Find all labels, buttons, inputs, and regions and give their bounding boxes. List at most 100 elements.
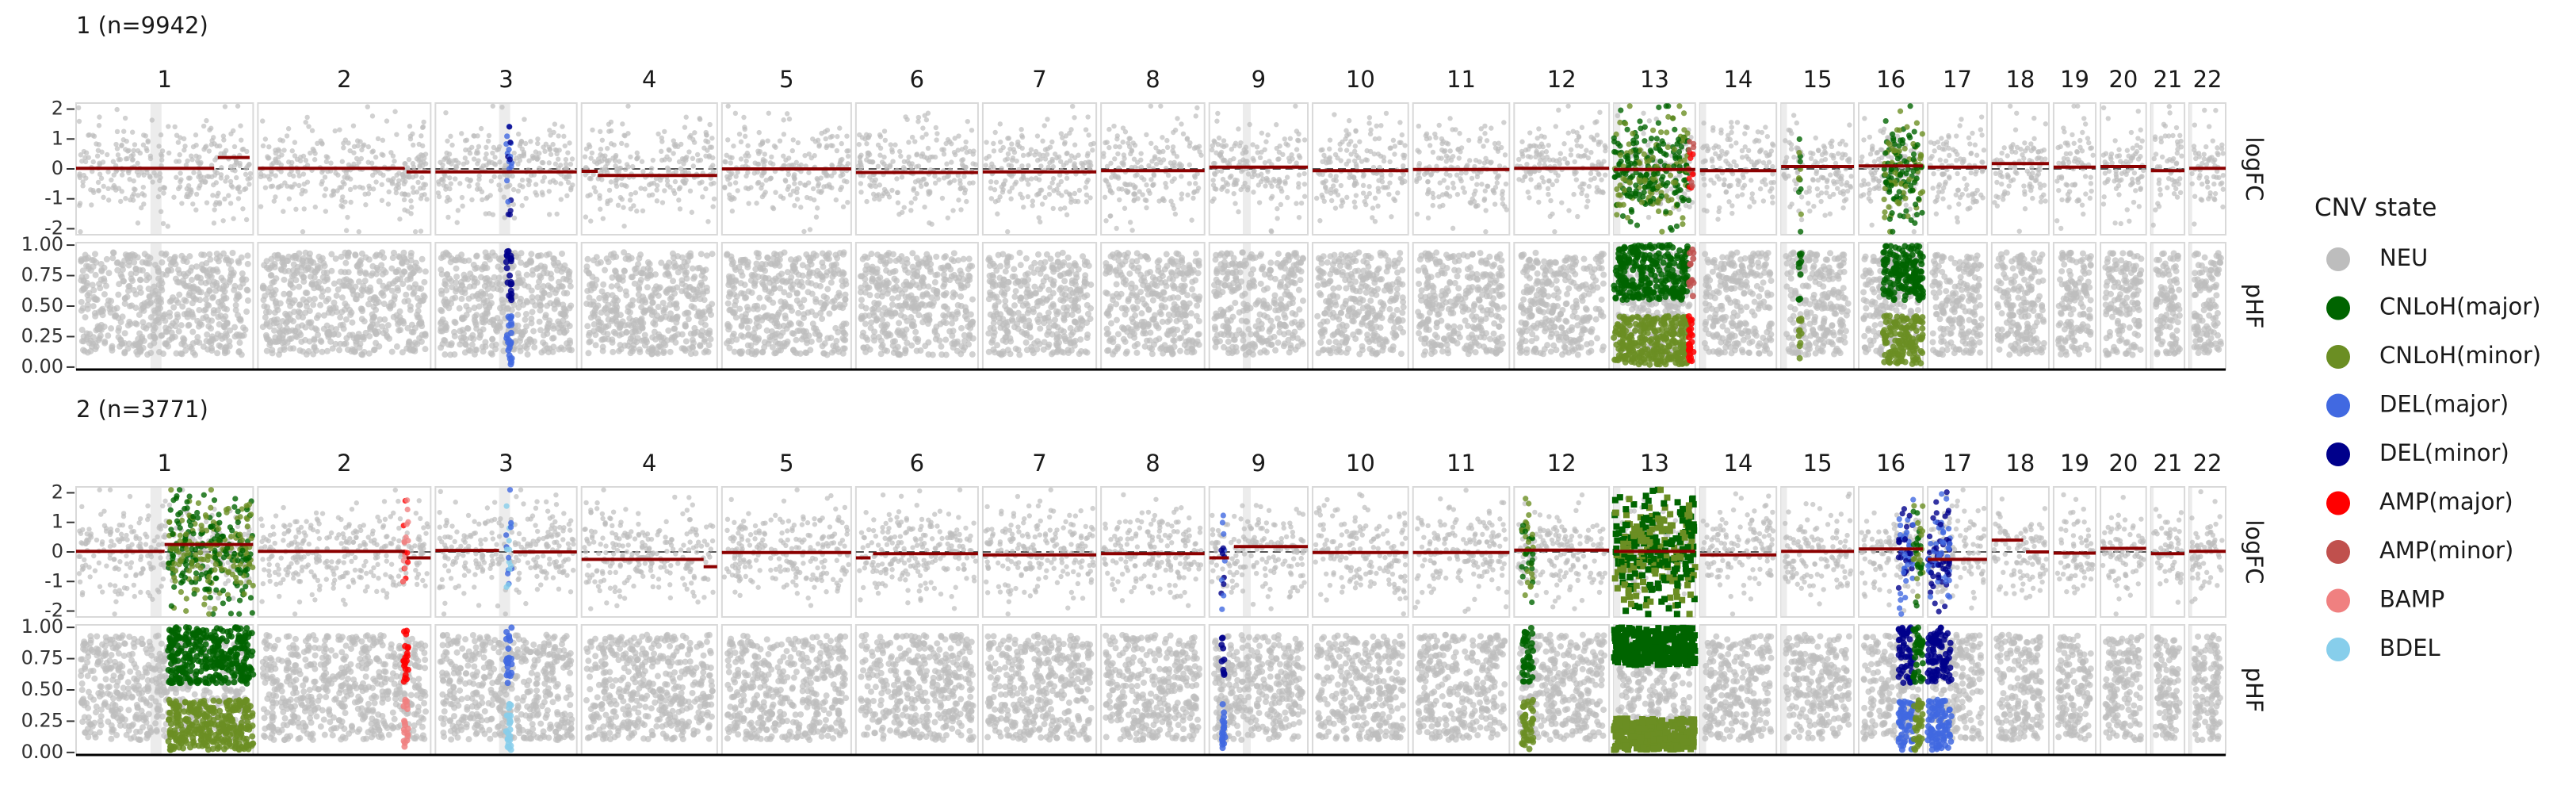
point xyxy=(292,140,297,144)
point xyxy=(803,328,809,335)
point xyxy=(380,271,386,278)
point xyxy=(809,291,816,297)
point xyxy=(101,340,108,347)
point xyxy=(751,282,758,289)
point xyxy=(1084,335,1091,341)
point xyxy=(451,329,457,335)
point xyxy=(625,162,629,167)
point xyxy=(1038,163,1043,168)
point xyxy=(146,140,151,144)
point xyxy=(821,170,826,175)
point xyxy=(266,144,271,149)
point xyxy=(662,157,667,162)
point xyxy=(1056,182,1061,187)
point xyxy=(380,138,385,143)
point xyxy=(906,155,911,159)
point xyxy=(695,152,700,157)
point xyxy=(966,333,973,339)
point xyxy=(922,205,927,209)
point xyxy=(778,139,782,144)
point xyxy=(416,158,421,163)
point xyxy=(394,190,399,195)
point xyxy=(344,228,349,233)
point xyxy=(361,318,368,324)
point xyxy=(856,163,861,168)
point xyxy=(707,122,712,127)
point xyxy=(310,128,315,133)
point xyxy=(125,288,132,294)
point xyxy=(315,331,321,338)
point xyxy=(705,331,712,337)
point xyxy=(346,140,350,145)
point xyxy=(359,351,365,358)
point xyxy=(782,312,789,319)
point xyxy=(807,269,813,275)
point xyxy=(1018,262,1024,268)
y-tick-label: -1 xyxy=(44,187,63,209)
point xyxy=(806,170,811,175)
point xyxy=(396,328,402,334)
point xyxy=(1052,316,1058,323)
point xyxy=(1007,147,1012,151)
point xyxy=(1068,331,1075,338)
point xyxy=(957,186,962,191)
y-tick-label: 0.00 xyxy=(21,355,63,377)
point xyxy=(647,182,652,187)
point xyxy=(132,186,136,191)
point xyxy=(701,339,708,345)
point xyxy=(907,161,912,166)
point xyxy=(373,155,378,159)
point xyxy=(649,300,655,306)
point xyxy=(522,316,528,323)
point xyxy=(883,138,888,143)
point xyxy=(130,130,135,135)
point xyxy=(628,197,633,202)
point xyxy=(788,192,793,197)
point xyxy=(898,154,903,159)
point xyxy=(621,205,625,209)
point xyxy=(354,335,361,342)
point xyxy=(472,133,476,138)
point xyxy=(725,282,732,288)
point xyxy=(588,155,593,160)
point xyxy=(994,180,999,185)
point xyxy=(419,256,426,262)
point xyxy=(182,342,188,348)
point xyxy=(357,229,361,234)
point xyxy=(273,287,279,293)
point xyxy=(1016,351,1022,358)
point xyxy=(343,316,350,323)
point xyxy=(190,285,197,292)
point xyxy=(264,348,270,354)
point xyxy=(966,255,973,262)
point xyxy=(915,260,922,266)
point xyxy=(1004,306,1011,312)
point xyxy=(1045,152,1049,157)
point xyxy=(640,209,645,213)
point xyxy=(1087,195,1092,200)
point xyxy=(781,117,785,122)
point xyxy=(868,159,873,164)
point xyxy=(667,349,674,355)
point xyxy=(132,142,137,147)
point xyxy=(483,275,490,282)
point xyxy=(710,204,715,209)
point xyxy=(568,187,573,192)
point xyxy=(453,274,460,280)
point xyxy=(914,347,920,354)
point xyxy=(352,284,358,290)
point xyxy=(92,313,98,320)
point xyxy=(963,140,968,144)
point xyxy=(312,151,317,155)
point xyxy=(1034,149,1038,154)
point xyxy=(759,141,764,146)
point xyxy=(193,297,199,303)
point xyxy=(711,181,716,186)
point xyxy=(552,121,557,126)
point xyxy=(639,270,645,277)
point xyxy=(673,179,678,184)
point xyxy=(132,191,136,196)
point xyxy=(122,330,128,336)
point xyxy=(864,141,869,146)
point xyxy=(476,335,483,341)
